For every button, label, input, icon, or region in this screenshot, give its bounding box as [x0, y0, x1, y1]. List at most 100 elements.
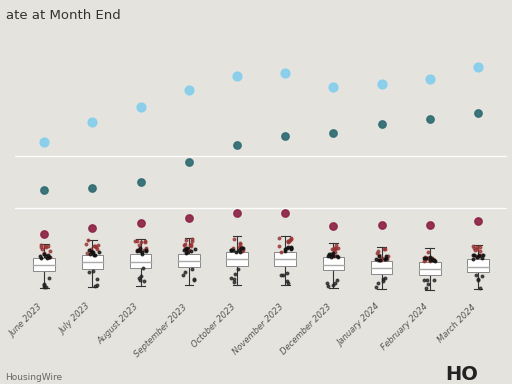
Point: [426, 254, 434, 260]
Point: [45, 254, 53, 260]
Point: [91, 283, 99, 289]
Point: [478, 273, 486, 280]
Point: [331, 246, 339, 252]
Point: [379, 278, 388, 284]
Point: [238, 247, 246, 253]
Point: [236, 248, 244, 255]
Point: [470, 252, 478, 258]
Point: [420, 277, 428, 283]
Point: [279, 272, 287, 278]
Point: [371, 284, 379, 290]
Point: [329, 84, 337, 90]
Point: [84, 237, 92, 243]
Point: [286, 237, 294, 243]
Point: [136, 245, 144, 252]
Point: [137, 238, 145, 245]
Point: [85, 268, 93, 275]
Point: [89, 119, 97, 125]
Bar: [33, 258, 55, 271]
Point: [37, 244, 45, 250]
Point: [141, 237, 149, 243]
Point: [420, 258, 428, 264]
Point: [186, 242, 195, 248]
Point: [428, 255, 436, 262]
Point: [180, 247, 188, 253]
Point: [375, 253, 383, 259]
Point: [185, 247, 193, 253]
Point: [422, 255, 430, 261]
Bar: [178, 253, 200, 267]
Point: [473, 244, 481, 250]
Point: [473, 246, 481, 252]
Point: [239, 245, 247, 252]
Point: [375, 257, 383, 263]
Point: [229, 247, 238, 253]
Point: [275, 243, 283, 250]
Point: [40, 251, 49, 257]
Point: [423, 255, 432, 262]
Point: [88, 249, 96, 255]
Point: [284, 237, 292, 243]
Point: [90, 243, 98, 249]
Point: [93, 246, 101, 252]
Point: [232, 248, 240, 255]
Point: [95, 249, 103, 255]
Point: [40, 139, 48, 145]
Point: [131, 238, 139, 244]
Point: [37, 255, 46, 261]
Point: [227, 247, 236, 253]
Point: [284, 244, 292, 250]
Point: [230, 276, 238, 282]
Point: [471, 247, 479, 253]
Point: [374, 280, 382, 286]
Point: [424, 281, 432, 287]
Point: [233, 141, 241, 147]
Point: [474, 277, 482, 283]
Point: [283, 278, 291, 285]
Point: [230, 236, 238, 242]
Point: [428, 255, 436, 262]
Point: [91, 243, 99, 249]
Point: [327, 254, 335, 260]
Point: [234, 247, 243, 253]
Point: [89, 225, 97, 231]
Bar: [274, 252, 296, 266]
Point: [475, 253, 483, 259]
Point: [327, 251, 335, 257]
Point: [142, 248, 150, 254]
Point: [430, 276, 438, 283]
Point: [179, 272, 187, 278]
Point: [425, 76, 434, 82]
Point: [377, 222, 386, 228]
Point: [86, 251, 94, 257]
Point: [230, 279, 238, 285]
Point: [426, 257, 435, 263]
Point: [187, 248, 195, 255]
Point: [332, 245, 340, 251]
Point: [136, 277, 144, 283]
Point: [140, 247, 148, 253]
Point: [474, 217, 482, 223]
Point: [182, 246, 190, 252]
Point: [422, 285, 430, 291]
Point: [373, 248, 381, 254]
Point: [91, 252, 99, 258]
Point: [185, 87, 193, 93]
Point: [43, 255, 51, 261]
Point: [190, 276, 199, 282]
Point: [188, 236, 196, 242]
Text: ate at Month End: ate at Month End: [6, 8, 120, 22]
Point: [47, 254, 55, 260]
Point: [324, 253, 332, 259]
Point: [333, 277, 342, 283]
Point: [191, 246, 199, 252]
Point: [287, 243, 295, 250]
Point: [421, 254, 429, 260]
Point: [45, 254, 53, 260]
Point: [137, 273, 145, 279]
Point: [94, 242, 102, 248]
Point: [421, 255, 430, 262]
Point: [140, 278, 148, 284]
Point: [476, 244, 484, 250]
Bar: [130, 254, 152, 268]
